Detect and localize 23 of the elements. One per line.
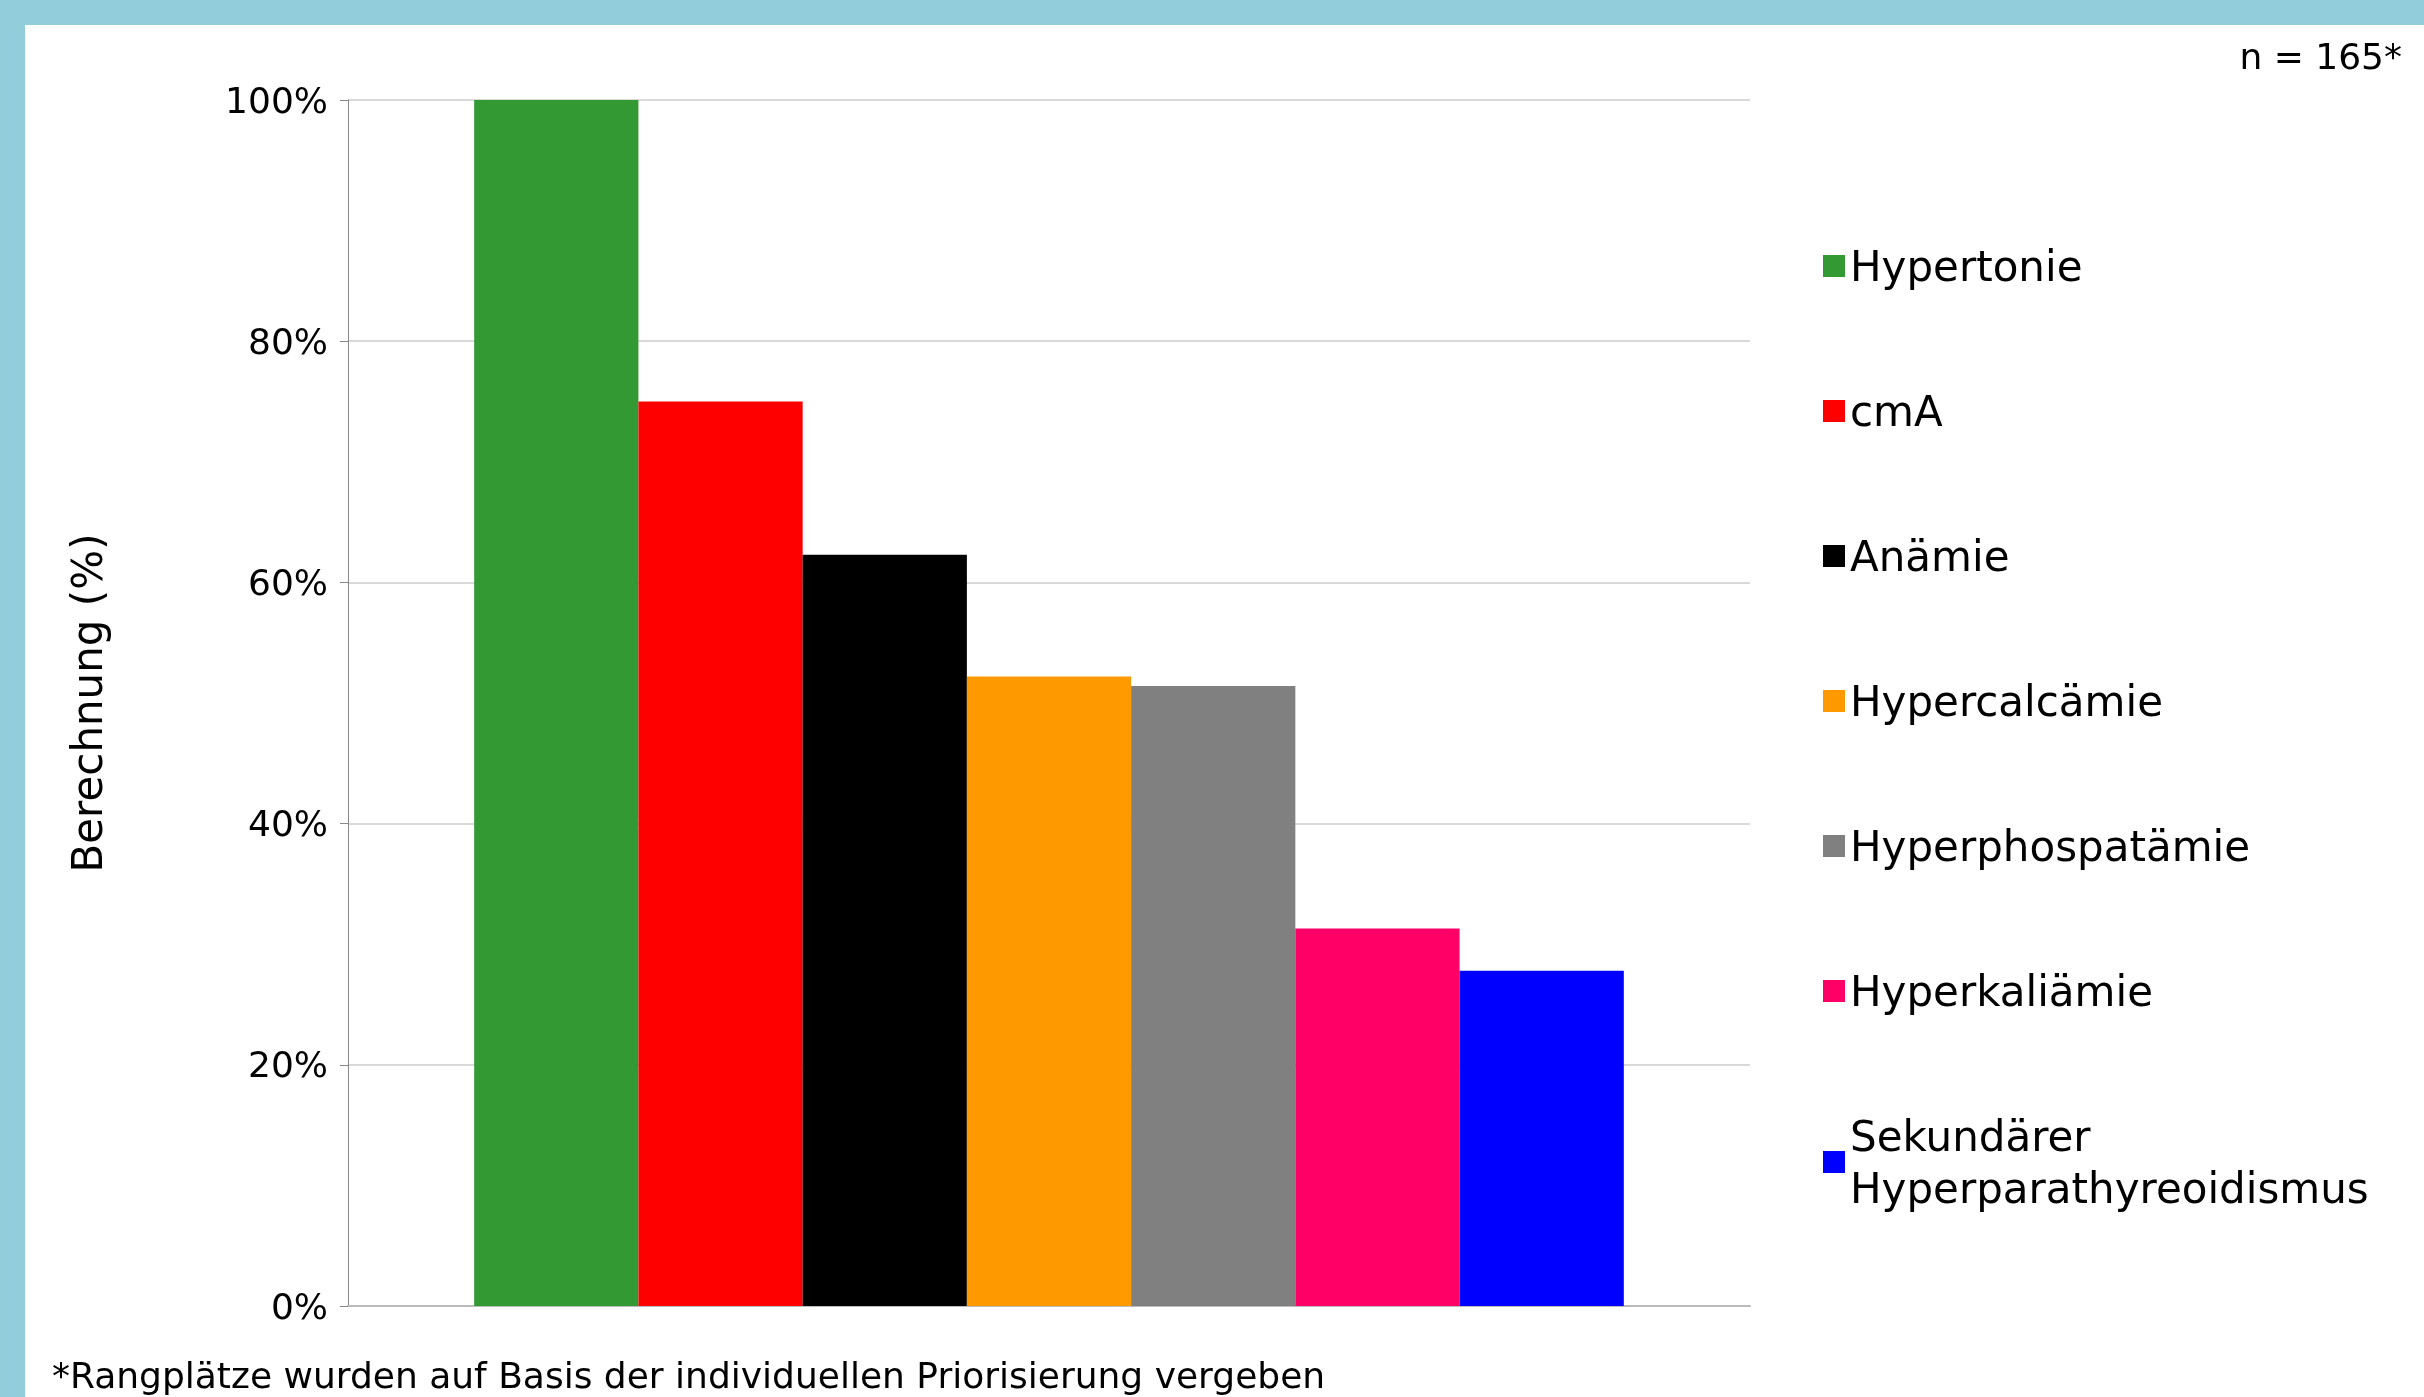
y-tick-label: 60%: [247, 561, 328, 603]
text: n = 165*: [2239, 35, 2403, 77]
bar: [474, 100, 639, 1306]
bar: [638, 401, 803, 1306]
legend-label: Sekundärer Hyperparathyreoidismus: [1850, 1111, 2369, 1213]
bar: [1295, 928, 1460, 1306]
legend-label: Hyperkaliämie: [1850, 966, 2154, 1016]
y-tick-label: 80%: [247, 320, 328, 362]
y-tick-label: 0%: [270, 1285, 328, 1327]
bar: [1131, 686, 1296, 1306]
legend-label: Anämie: [1850, 531, 2010, 581]
bar: [966, 676, 1132, 1306]
y-axis-title: Berechnung (%): [62, 533, 112, 873]
legend-label: Hypertonie: [1850, 241, 2083, 291]
y-tick-label: 20%: [247, 1044, 328, 1086]
legend-label: Hyperphospatämie: [1850, 821, 2251, 871]
bar: [1459, 970, 1624, 1306]
bar: [802, 554, 967, 1306]
text: *Rangplätze wurden auf Basis der individuellen Priorisierung vergeben: [52, 1354, 1326, 1396]
legend-label: cmA: [1850, 386, 1943, 436]
legend-label: Hypercalcämie: [1850, 676, 2164, 726]
y-tick-label: 100%: [225, 79, 328, 121]
y-tick-label: 40%: [247, 803, 328, 845]
